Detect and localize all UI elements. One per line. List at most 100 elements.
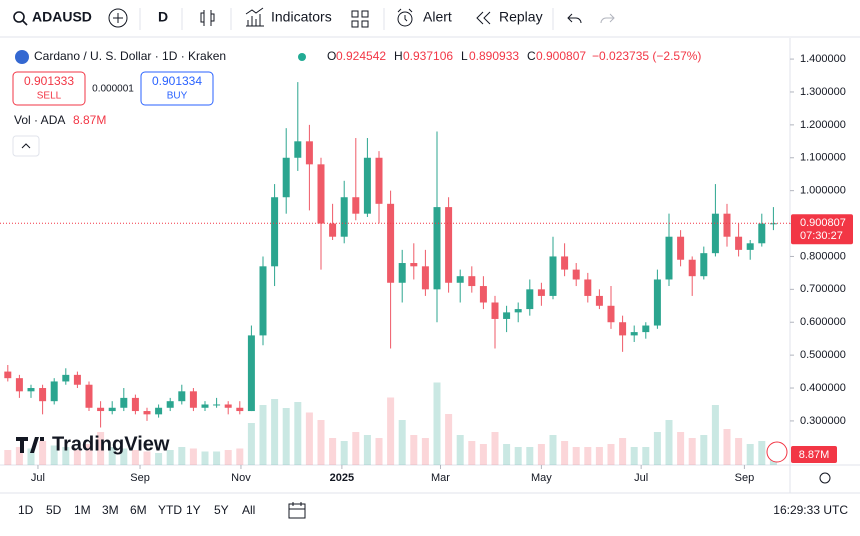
interval[interactable]: D [158, 9, 168, 25]
x-tick-label: Mar [431, 472, 450, 484]
volume-bar [317, 420, 325, 465]
candle-body [688, 259, 696, 277]
compare-button[interactable] [108, 8, 128, 28]
candle-body [143, 411, 151, 415]
volume-bar [746, 444, 754, 465]
buy-price: 0.901334 [152, 74, 202, 88]
collapse-icon [21, 143, 31, 149]
volume-bar [201, 451, 209, 465]
y-tick-label: 1.200000 [800, 119, 846, 131]
candle-body [619, 322, 627, 336]
y-tick-label: 1.000000 [800, 185, 846, 197]
volume-bar [189, 448, 197, 465]
candle-body [398, 263, 406, 283]
candle-body [735, 236, 743, 250]
search-icon[interactable] [13, 11, 25, 23]
volume-bar [677, 432, 685, 465]
x-tick-label: Sep [735, 472, 755, 484]
countdown: 07:30:27 [800, 230, 843, 242]
candle-body [62, 374, 70, 382]
volume-bar [653, 432, 661, 465]
range-button[interactable]: 1Y [186, 503, 201, 517]
redo-button[interactable] [600, 13, 615, 24]
symbol[interactable]: ADAUSD [32, 9, 92, 25]
candle-body [317, 164, 325, 224]
goto-date[interactable] [288, 502, 306, 519]
volume-bar [73, 450, 81, 465]
volume-value: 8.87M [73, 113, 106, 127]
volume-bar [236, 448, 244, 465]
ohlc-value: 0.890933 [469, 49, 519, 63]
range-button[interactable]: 5D [46, 503, 62, 517]
volume-bar [294, 402, 302, 465]
volume-bar [619, 438, 627, 465]
candle-body [4, 371, 12, 379]
candle-body [410, 263, 418, 267]
candle-body [236, 407, 244, 412]
volume-bar [630, 447, 638, 465]
indicators-icon[interactable] [245, 7, 264, 27]
x-tick-label: Nov [231, 472, 251, 484]
candle-body [363, 157, 371, 214]
volume-bar [50, 445, 58, 465]
ohlc-label: H [394, 49, 403, 63]
range-button[interactable]: YTD [158, 503, 182, 517]
volume-bar [247, 423, 255, 465]
range-button[interactable]: 6M [130, 503, 147, 517]
y-tick-label: 0.300000 [800, 415, 846, 427]
candle-body [259, 266, 267, 336]
volume-bar [445, 414, 453, 465]
sell-label: SELL [37, 91, 62, 102]
buy-button[interactable] [140, 71, 214, 106]
replay-icon[interactable] [476, 11, 491, 25]
range-button[interactable]: All [242, 503, 255, 517]
range-button[interactable]: 1M [74, 503, 91, 517]
alert-button[interactable]: Alert [423, 9, 452, 25]
candle-body [758, 223, 766, 244]
collapse-button[interactable] [12, 135, 40, 157]
replay-button[interactable]: Replay [499, 9, 543, 25]
volume-bar [213, 451, 221, 465]
volume-bar [549, 435, 557, 465]
volume-bar [259, 405, 267, 465]
candle-body [642, 325, 650, 333]
layouts-button[interactable] [351, 10, 369, 28]
candle-body [711, 213, 719, 254]
sell-button[interactable] [12, 71, 86, 106]
chart-type-button[interactable] [200, 10, 215, 26]
candle-body [584, 279, 592, 296]
candle-body [375, 157, 383, 204]
candle-body [282, 157, 290, 198]
volume-bar [514, 447, 522, 465]
volume-bar [15, 447, 23, 465]
range-button[interactable]: 3M [102, 503, 119, 517]
candle-body [572, 269, 580, 280]
volume-bar [178, 447, 186, 465]
alert-icon[interactable] [397, 11, 413, 27]
volume-bar [387, 397, 395, 465]
range-button[interactable]: 1D [18, 503, 34, 517]
volume-bar [410, 435, 418, 465]
candle-body [213, 404, 221, 406]
range-button[interactable]: 5Y [214, 503, 229, 517]
volume-bar [27, 448, 35, 465]
footer: 16:29:33 UTC 1D 5D 1M 3M 6M YTD 1Y 5Y All [18, 502, 848, 519]
candle-body [329, 223, 337, 237]
volume-bar [433, 382, 441, 465]
candle-body [178, 391, 186, 402]
undo-button[interactable] [567, 13, 582, 24]
symbol-logo [15, 50, 29, 64]
currency-badge [766, 441, 788, 463]
candle-body [630, 332, 638, 336]
candle-body [15, 378, 23, 392]
volume-bar [526, 447, 534, 465]
candle-body [526, 289, 534, 310]
volume-bar [4, 450, 12, 465]
volume-bar [62, 447, 70, 465]
axis-settings[interactable] [819, 472, 831, 484]
y-tick-label: 1.300000 [800, 86, 846, 98]
volume-bar [131, 450, 139, 465]
indicators-button[interactable]: Indicators [271, 9, 332, 25]
